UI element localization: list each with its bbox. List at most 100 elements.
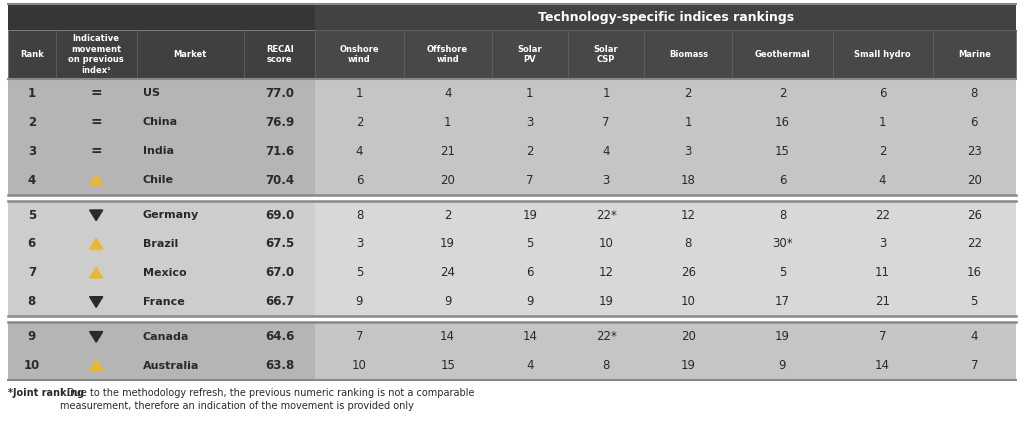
Bar: [136, 79, 244, 108]
Bar: [8, 30, 55, 79]
Bar: [644, 287, 732, 316]
Bar: [732, 258, 833, 287]
Text: Solar
PV: Solar PV: [517, 45, 542, 64]
Bar: [833, 166, 933, 194]
Bar: [492, 229, 568, 258]
Bar: [244, 137, 315, 166]
Bar: [732, 79, 833, 108]
Text: 4: 4: [971, 330, 978, 343]
Text: 2: 2: [685, 87, 692, 100]
Text: 8: 8: [685, 238, 692, 251]
Bar: [244, 166, 315, 194]
Bar: [568, 137, 644, 166]
Text: Rank: Rank: [19, 50, 44, 59]
Text: 63.8: 63.8: [265, 359, 294, 372]
Bar: [403, 200, 492, 229]
Text: 64.6: 64.6: [265, 330, 294, 343]
Text: 3: 3: [28, 145, 36, 158]
Bar: [8, 322, 55, 351]
Bar: [315, 322, 403, 351]
Text: 7: 7: [355, 330, 364, 343]
Text: 5: 5: [28, 209, 36, 222]
Text: =: =: [90, 115, 102, 129]
Text: 1: 1: [685, 116, 692, 129]
Text: 9: 9: [526, 295, 534, 308]
Bar: [732, 137, 833, 166]
Text: 23: 23: [967, 145, 982, 158]
Polygon shape: [89, 297, 102, 307]
Polygon shape: [89, 210, 102, 221]
Text: Onshore
wind: Onshore wind: [340, 45, 379, 64]
Bar: [403, 258, 492, 287]
Bar: [933, 229, 1016, 258]
Bar: [492, 79, 568, 108]
Text: 22*: 22*: [596, 330, 616, 343]
Bar: [568, 79, 644, 108]
Text: 19: 19: [522, 209, 538, 222]
Text: 12: 12: [681, 209, 696, 222]
Bar: [8, 200, 55, 229]
Text: 19: 19: [775, 330, 790, 343]
Bar: [644, 351, 732, 380]
Polygon shape: [89, 267, 102, 278]
Bar: [644, 166, 732, 194]
Bar: [55, 108, 136, 137]
Bar: [933, 137, 1016, 166]
Text: 6: 6: [28, 238, 36, 251]
Bar: [8, 137, 55, 166]
Bar: [492, 166, 568, 194]
Bar: [8, 108, 55, 137]
Text: 15: 15: [775, 145, 790, 158]
Bar: [315, 200, 403, 229]
Text: 4: 4: [879, 174, 887, 187]
Bar: [403, 351, 492, 380]
Text: 9: 9: [355, 295, 364, 308]
Bar: [315, 108, 403, 137]
Text: Market: Market: [174, 50, 207, 59]
Bar: [492, 200, 568, 229]
Text: Marine: Marine: [957, 50, 991, 59]
Text: Indicative
movement
on previous
index¹: Indicative movement on previous index¹: [69, 35, 124, 75]
Text: Geothermal: Geothermal: [755, 50, 810, 59]
Text: 9: 9: [778, 359, 786, 372]
Text: ¹ Due to the methodology refresh, the previous numeric ranking is not a comparab: ¹ Due to the methodology refresh, the pr…: [59, 388, 474, 398]
Text: 10: 10: [352, 359, 367, 372]
Text: 4: 4: [526, 359, 534, 372]
Text: 1: 1: [602, 87, 610, 100]
Text: 76.9: 76.9: [265, 116, 294, 129]
Text: 8: 8: [602, 359, 610, 372]
Bar: [244, 258, 315, 287]
Bar: [644, 258, 732, 287]
Bar: [492, 137, 568, 166]
Bar: [644, 200, 732, 229]
Bar: [492, 351, 568, 380]
Text: India: India: [142, 146, 174, 156]
Polygon shape: [89, 332, 102, 342]
Text: 10: 10: [681, 295, 695, 308]
Text: 1: 1: [355, 87, 364, 100]
Bar: [55, 287, 136, 316]
Bar: [644, 137, 732, 166]
Bar: [833, 229, 933, 258]
Bar: [403, 229, 492, 258]
Bar: [568, 166, 644, 194]
Text: 16: 16: [967, 267, 982, 280]
Bar: [55, 79, 136, 108]
Bar: [315, 137, 403, 166]
Bar: [136, 229, 244, 258]
Bar: [833, 287, 933, 316]
Text: 21: 21: [440, 145, 455, 158]
Bar: [492, 287, 568, 316]
Text: 21: 21: [876, 295, 890, 308]
Bar: [8, 287, 55, 316]
Text: 11: 11: [876, 267, 890, 280]
Text: 77.0: 77.0: [265, 87, 294, 100]
Bar: [55, 322, 136, 351]
Bar: [732, 322, 833, 351]
Bar: [244, 30, 315, 79]
Bar: [55, 166, 136, 194]
Bar: [315, 79, 403, 108]
Text: 20: 20: [440, 174, 455, 187]
Bar: [136, 30, 244, 79]
Text: 26: 26: [681, 267, 696, 280]
